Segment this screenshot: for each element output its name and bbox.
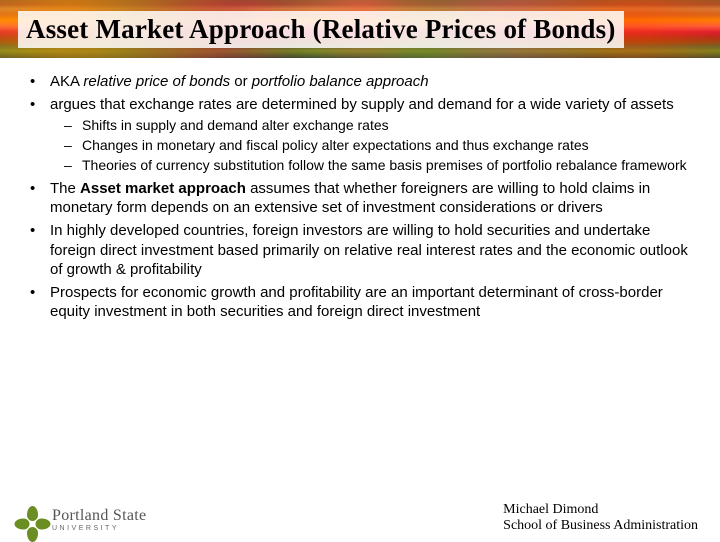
sub-bullet-2: Changes in monetary and fiscal policy al… bbox=[62, 137, 694, 155]
sub-bullet-1: Shifts in supply and demand alter exchan… bbox=[62, 117, 694, 135]
text: The bbox=[50, 180, 80, 197]
logo-flower-icon bbox=[18, 506, 46, 534]
sub-bullet-list: Shifts in supply and demand alter exchan… bbox=[62, 117, 694, 175]
logo-name: Portland State bbox=[52, 508, 146, 524]
bullet-5: Prospects for economic growth and profit… bbox=[26, 283, 694, 321]
text: or bbox=[230, 73, 252, 90]
bullet-2: argues that exchange rates are determine… bbox=[26, 95, 694, 175]
slide-title: Asset Market Approach (Relative Prices o… bbox=[18, 11, 624, 48]
sub-bullet-3: Theories of currency substitution follow… bbox=[62, 157, 694, 175]
text: AKA bbox=[50, 73, 83, 90]
strong: Asset market approach bbox=[80, 180, 246, 197]
bullet-list: AKA relative price of bonds or portfolio… bbox=[26, 72, 694, 321]
logo-subtext: UNIVERSITY bbox=[52, 525, 146, 532]
university-logo: Portland State UNIVERSITY bbox=[18, 506, 146, 534]
logo-text: Portland State UNIVERSITY bbox=[52, 508, 146, 532]
text: argues that exchange rates are determine… bbox=[50, 96, 674, 113]
slide-body: AKA relative price of bonds or portfolio… bbox=[0, 58, 720, 321]
bullet-3: The Asset market approach assumes that w… bbox=[26, 179, 694, 217]
author-name: Michael Dimond bbox=[503, 502, 698, 518]
emphasis: portfolio balance approach bbox=[252, 73, 429, 90]
bullet-4: In highly developed countries, foreign i… bbox=[26, 221, 694, 279]
header-banner: Asset Market Approach (Relative Prices o… bbox=[0, 0, 720, 58]
attribution: Michael Dimond School of Business Admini… bbox=[503, 502, 698, 534]
bullet-1: AKA relative price of bonds or portfolio… bbox=[26, 72, 694, 91]
emphasis: relative price of bonds bbox=[83, 73, 230, 90]
school-name: School of Business Administration bbox=[503, 518, 698, 534]
